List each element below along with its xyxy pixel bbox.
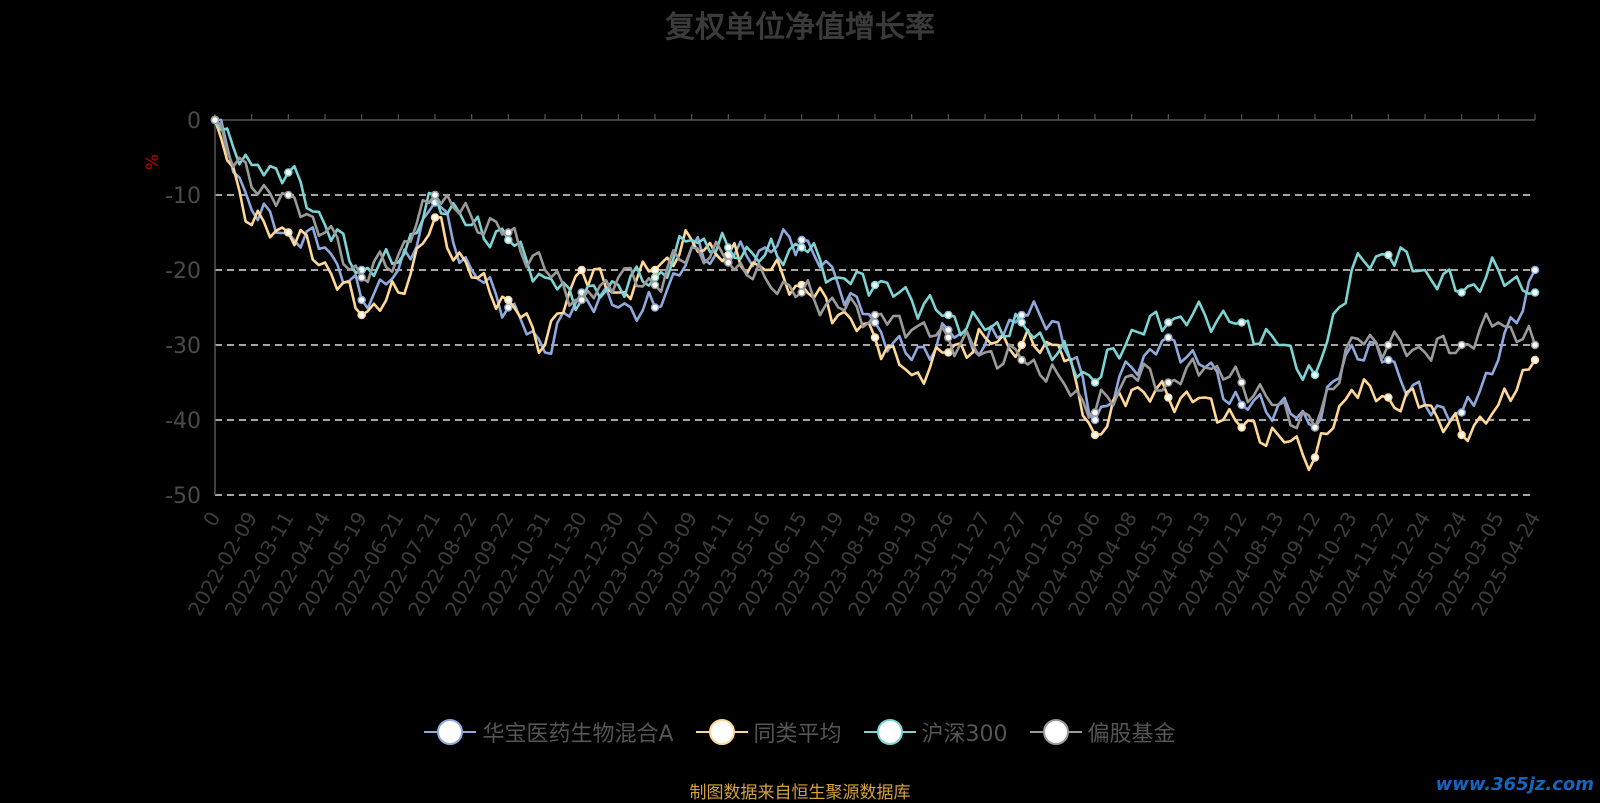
data-point [650, 273, 660, 282]
data-point [1237, 400, 1246, 410]
data-point [944, 348, 953, 357]
data-point [1090, 430, 1100, 440]
legend-marker-icon [695, 718, 748, 746]
data-point [1090, 378, 1100, 387]
data-point [797, 235, 806, 245]
data-point [1164, 333, 1173, 342]
data-point [724, 243, 733, 252]
data-point [724, 258, 733, 267]
data-point [1237, 423, 1246, 432]
data-point [1017, 355, 1026, 365]
series-line [213, 119, 1537, 472]
grid-lines [215, 194, 1535, 496]
data-point [1530, 340, 1540, 350]
data-point [284, 190, 293, 200]
data-point [430, 213, 440, 222]
y-tick-label: -20 [165, 259, 201, 284]
legend-item[interactable]: 沪深300 [863, 716, 1008, 748]
data-point [1384, 250, 1393, 260]
chart-title: 复权单位净值增长率 [665, 10, 935, 45]
y-tick-label: -50 [165, 484, 201, 509]
series-line [213, 119, 1536, 384]
data-point [430, 190, 440, 200]
data-point [357, 295, 366, 305]
data-point [797, 243, 806, 252]
data-point [1164, 378, 1173, 387]
data-point [1457, 340, 1466, 350]
data-point [1384, 355, 1393, 365]
data-point [284, 228, 293, 237]
series-lines [210, 115, 1540, 472]
data-point [870, 333, 880, 342]
y-tick-label: -30 [165, 334, 201, 359]
data-point [1457, 288, 1466, 297]
y-tick-label: 0 [187, 109, 201, 134]
y-axis-label: % [143, 154, 163, 170]
series-line [214, 118, 1537, 430]
axes: 0 -10 -20 -30 -40 -50% [143, 109, 1536, 509]
data-point [650, 303, 660, 312]
data-point [870, 280, 880, 290]
data-point [1530, 355, 1540, 365]
data-point [1164, 393, 1173, 402]
data-point [1237, 378, 1246, 387]
data-point [1457, 408, 1466, 417]
data-point [577, 295, 586, 305]
data-point [504, 295, 513, 305]
data-point [504, 235, 513, 245]
legend-label: 沪深300 [921, 722, 1008, 747]
data-point [944, 333, 953, 342]
y-tick-label: -10 [165, 184, 201, 209]
legend-marker-icon [424, 718, 477, 746]
data-point [944, 310, 953, 320]
x-tick-labels: 02022-02-092022-03-112022-04-142022-05-1… [183, 508, 1545, 621]
data-point [797, 288, 806, 297]
data-point [1017, 318, 1026, 327]
data-point [210, 115, 220, 125]
y-tick-label: -40 [165, 409, 201, 434]
data-point [1017, 340, 1026, 350]
data-point [1090, 415, 1100, 425]
data-point [357, 273, 366, 282]
data-point [1164, 318, 1173, 327]
data-point [1457, 430, 1466, 440]
legend-item[interactable]: 同类平均 [695, 716, 842, 748]
data-point [1530, 288, 1540, 297]
data-point [1310, 423, 1320, 432]
source-note: 制图数据来自恒生聚源数据库 [689, 783, 911, 803]
legend-item[interactable]: 华宝医药生物混合A [424, 716, 674, 748]
data-point [1090, 408, 1100, 417]
series-line [214, 118, 1537, 429]
legend: 华宝医药生物混合A 同类平均 沪深300 偏股基金 [0, 716, 1600, 748]
watermark: www.365jz.com [1435, 774, 1594, 795]
data-point [1384, 393, 1393, 402]
legend-label: 同类平均 [753, 722, 842, 747]
data-point [650, 280, 660, 290]
data-point [650, 265, 660, 275]
data-point [504, 228, 513, 237]
data-point [577, 265, 586, 275]
data-point [870, 310, 880, 320]
data-point [1384, 340, 1393, 350]
legend-marker-icon [1029, 718, 1082, 746]
data-point [1530, 265, 1540, 275]
x-tick-label: 0 [198, 508, 225, 531]
legend-label: 偏股基金 [1087, 722, 1176, 747]
legend-marker-icon [863, 718, 916, 746]
data-point [284, 168, 293, 177]
data-point [1237, 318, 1246, 327]
legend-item[interactable]: 偏股基金 [1029, 716, 1176, 748]
data-point [1310, 453, 1320, 462]
legend-label: 华宝医药生物混合A [482, 722, 674, 747]
data-point [357, 310, 366, 320]
data-point [1310, 370, 1320, 380]
